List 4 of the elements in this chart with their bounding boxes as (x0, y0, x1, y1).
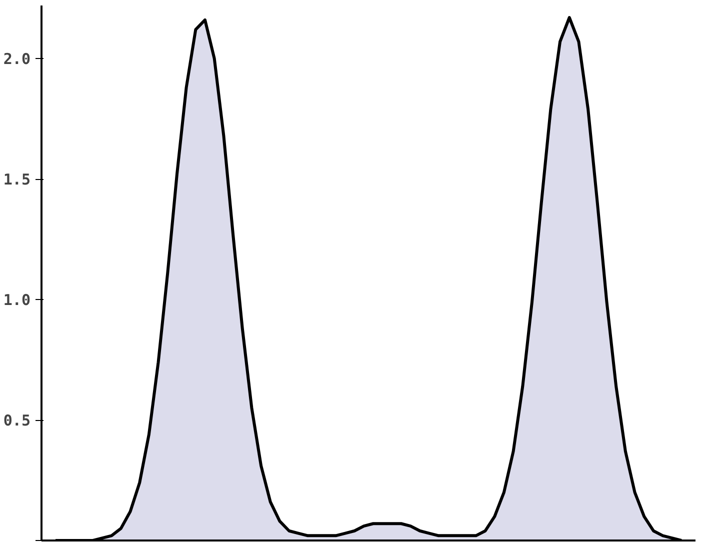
y-tick-label: 2.0 (3, 50, 30, 68)
y-tick-label: 1.5 (3, 170, 30, 189)
y-tick-label: 0.5 (3, 412, 30, 430)
y-tick-label: 1.0 (3, 291, 30, 310)
